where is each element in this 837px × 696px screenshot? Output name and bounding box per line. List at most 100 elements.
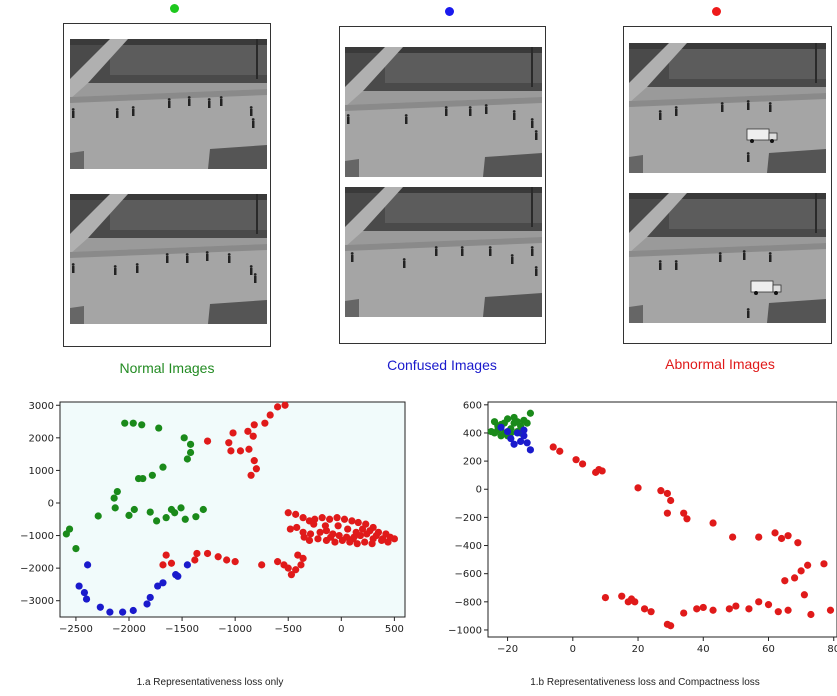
plot-b-series-2-point [797, 567, 805, 575]
plot-a-series-0-point [192, 513, 200, 521]
plot-a-series-1-point [143, 600, 151, 608]
plot-b-series-2-point [729, 533, 737, 541]
plot-b-series-2-point [709, 519, 717, 527]
plot-a-series-2-point [372, 531, 380, 540]
plot-b-y-tick-label: 0 [476, 485, 482, 496]
plot-a-series-0-point [110, 494, 118, 502]
abnormal-images-label: Abnormal Images [665, 356, 775, 372]
plot-a-series-2-point [353, 540, 361, 548]
plot-a-series-0-point [177, 504, 185, 512]
plot-a-series-2-point [203, 549, 212, 558]
confused-image-2 [345, 187, 542, 317]
plot-b-series-2-point [784, 606, 792, 614]
plot-a-series-2-point [294, 551, 302, 559]
confused-group-dot [445, 7, 454, 16]
plot-b-series-2-point [663, 620, 671, 628]
abnormal-images-frame [623, 26, 832, 344]
plot-a-series-2-point [250, 421, 258, 429]
plot-b-x-tick-label: 60 [762, 644, 775, 655]
plot-a-series-1-point [146, 593, 154, 602]
plot-a-series-2-point [331, 538, 339, 546]
plot-a-series-2-point [318, 514, 326, 522]
plot-b-series-2-point [556, 447, 564, 455]
plot-b-series-1-point [523, 439, 531, 447]
plot-b-y-tick-label: −1000 [448, 625, 482, 636]
plot-b-series-2-point [794, 539, 802, 547]
plot-a-series-2-point [340, 515, 349, 523]
plot-b-series-2-point [680, 609, 688, 617]
plot-a-series-2-point [193, 549, 201, 558]
plot-a-x-tick-label: −1000 [218, 624, 252, 635]
plot-a-x-tick-label: −500 [274, 624, 301, 635]
plot-b-series-0-point [513, 418, 521, 426]
plot-a-series-2-point [306, 530, 315, 538]
plot-a-series-2-point [229, 429, 237, 437]
plot-b-y-tick-label: −800 [455, 597, 482, 608]
plot-b-series-2-point [807, 610, 815, 619]
plot-b-series-2-point [725, 605, 733, 613]
normal-images-label: Normal Images [119, 360, 215, 376]
plot-b-series-1-point [507, 434, 515, 443]
plot-a-series-1-point [75, 582, 83, 590]
plot-a-series-2-point [292, 510, 300, 518]
scatter-plot-compactness: −20 0 20 40 60 806004002000−200−400−600−800−1… [448, 400, 837, 655]
plot-b-series-2-point [771, 529, 779, 537]
plot-b-plot-area [487, 401, 837, 638]
plot-b-series-0-point [526, 409, 535, 417]
plot-a-series-1-point [159, 579, 167, 587]
plot-a-series-2-point [284, 564, 292, 572]
confused-images-label: Confused Images [387, 357, 497, 373]
plot-a-y-tick-label: −1000 [20, 531, 54, 542]
plot-a-series-2-point [191, 556, 199, 564]
plot-a-y-tick-label: 1000 [29, 466, 54, 477]
plot-b-series-1-point [520, 426, 528, 434]
plot-b-series-2-point [820, 560, 828, 568]
plot-a-series-1-point [183, 561, 191, 569]
plot-a-series-2-point [223, 556, 231, 564]
plot-b-series-2-point [781, 577, 789, 585]
plot-a-series-2-point [247, 471, 255, 479]
plot-a-y-tick-label: −2000 [20, 564, 54, 575]
plot-b-x-tick-label: 0 [570, 644, 576, 655]
plot-b-series-2-point [745, 605, 753, 613]
normal-images-frame [63, 23, 271, 347]
plot-a-series-2-point [350, 533, 358, 541]
plot-b-series-2-point [804, 561, 812, 569]
plot-a-series-2-point [327, 533, 335, 541]
plot-a-series-2-point [378, 536, 386, 545]
plot-a-series-2-point [203, 437, 212, 445]
plot-b-y-tick-label: 200 [463, 457, 482, 468]
plot-b-series-1-point [503, 427, 512, 436]
plot-a-series-2-point [305, 536, 314, 545]
plot-a-series-0-point [162, 514, 170, 522]
plot-a-series-2-point [250, 457, 258, 465]
plot-b-series-2-point [693, 605, 701, 613]
plot-b-series-1-point [517, 437, 525, 446]
plot-a-series-2-point [162, 551, 170, 559]
plot-a-series-0-point [180, 434, 188, 442]
plot-a-series-2-point [214, 553, 222, 561]
plot-b-series-1-point [526, 446, 535, 454]
plot-a-series-2-point [297, 561, 305, 569]
plot-a-series-2-point [266, 411, 274, 419]
plot-a-series-2-point [326, 515, 334, 523]
plot-a-series-2-point [244, 427, 252, 435]
plot-b-x-tick-label: −20 [497, 644, 518, 655]
plot-b-series-2-point [640, 605, 649, 613]
plot-a-series-0-point [159, 463, 167, 471]
plot-a-x-tick-label: −2500 [59, 624, 93, 635]
plot-a-series-2-point [252, 465, 260, 473]
plot-b-y-tick-label: −400 [455, 541, 482, 552]
plot-a-series-0-point [129, 419, 137, 427]
plot-b-series-2-point [777, 534, 786, 543]
plot-a-series-0-point [181, 515, 189, 523]
plot-a-series-2-point [249, 432, 257, 440]
scatter-plot-representativeness: −2500 −2000 −1500 −1000 −500 0 500 −3000 −2000 −1… [20, 401, 406, 635]
normal-image-2 [70, 194, 267, 324]
plot-b-y-tick-label: 400 [463, 428, 482, 439]
caption-a: 1.a Representativeness loss only [136, 677, 284, 688]
plot-a-series-0-point [134, 474, 143, 483]
plot-a-series-0-point [121, 419, 129, 427]
plot-b-series-2-point [784, 532, 792, 540]
plot-b-series-2-point [657, 487, 665, 495]
